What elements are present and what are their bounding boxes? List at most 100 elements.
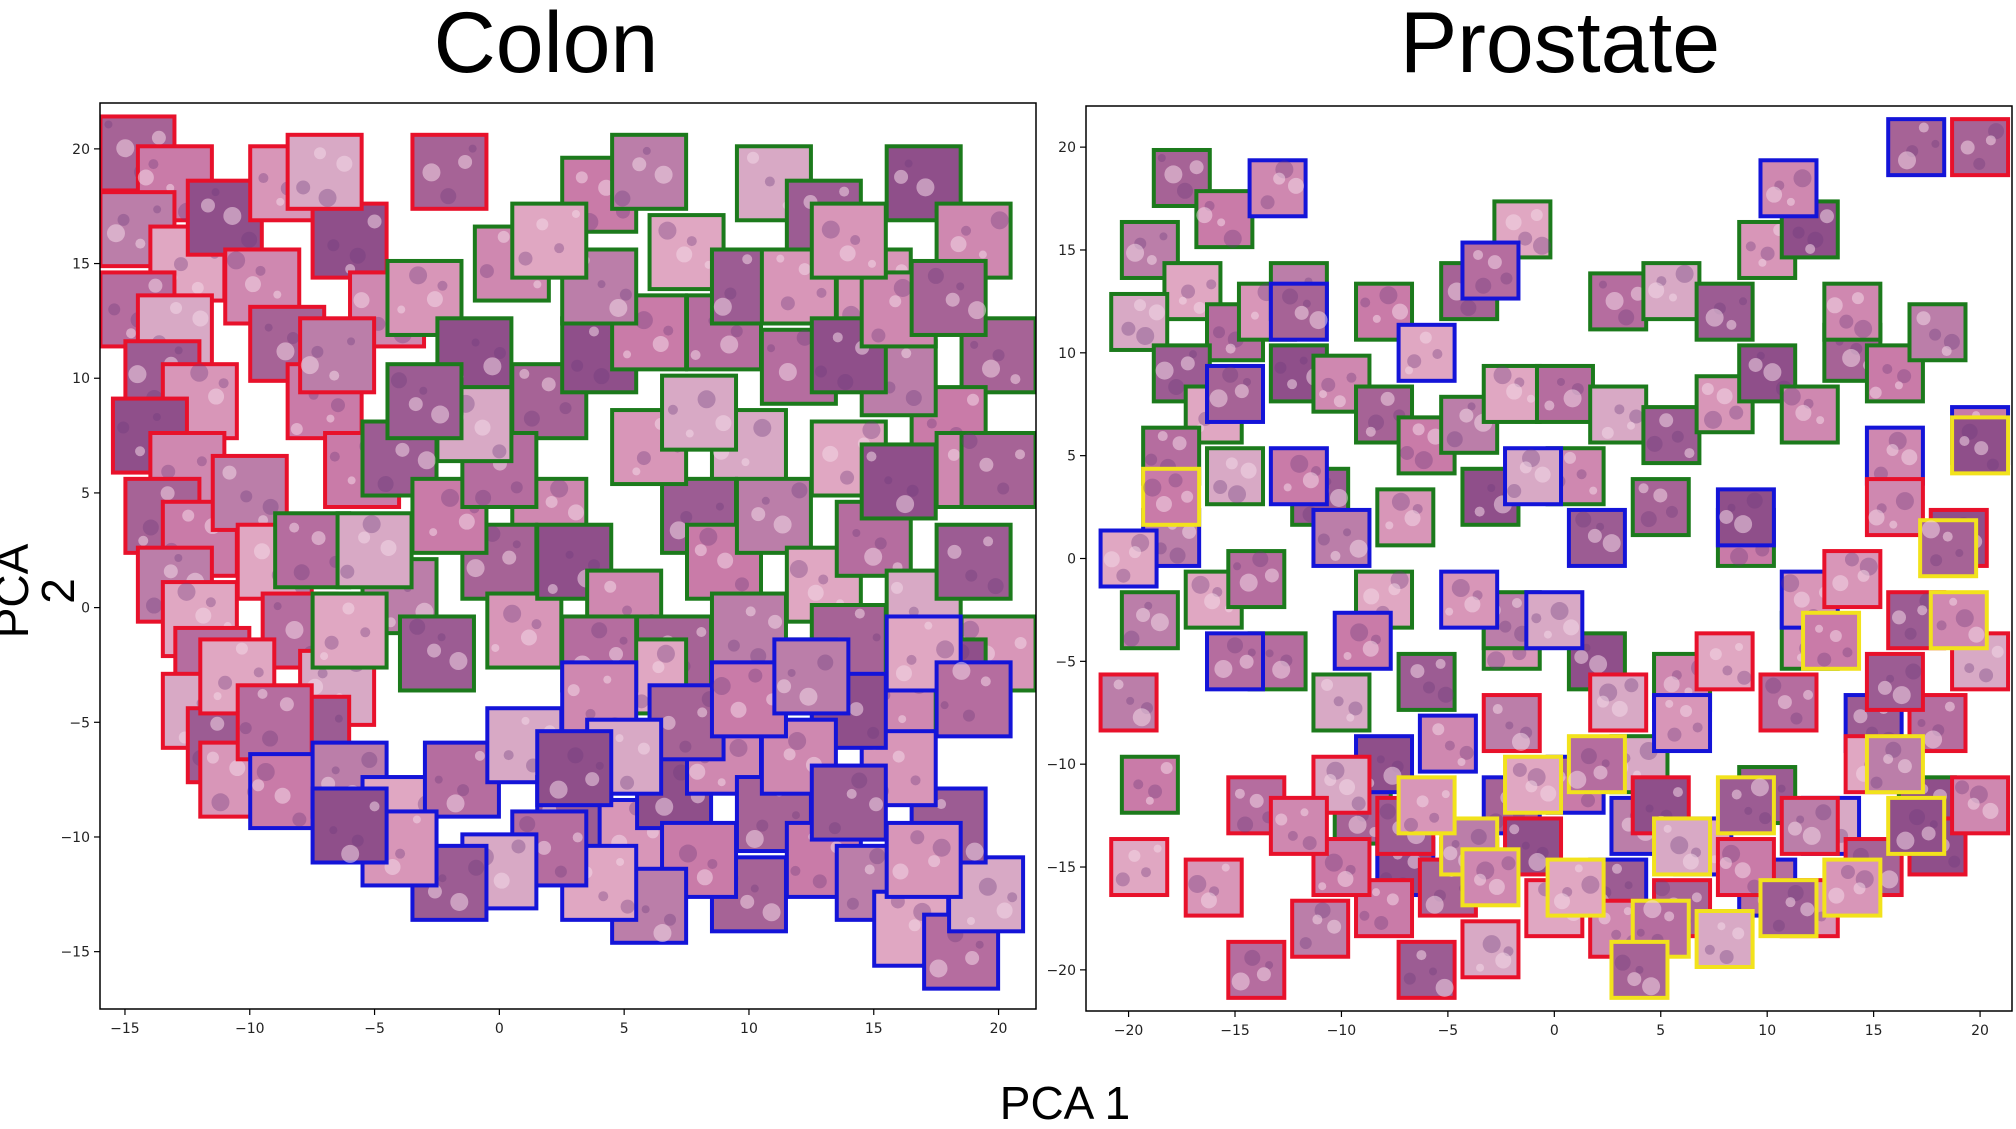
tile-texture [1979, 668, 1994, 683]
tile-texture [135, 238, 146, 249]
tile-texture [1379, 803, 1396, 820]
tile-texture [1936, 620, 1947, 631]
tile-texture [1410, 664, 1425, 679]
tile-texture [828, 822, 841, 835]
tile-texture [117, 421, 130, 434]
tile-blue [1886, 117, 1947, 178]
tile-texture [950, 236, 967, 253]
tile-frame [1141, 466, 1202, 527]
tile-texture [446, 794, 465, 813]
tile-texture [1531, 613, 1542, 624]
tile-texture [1443, 846, 1458, 861]
tile-texture [1670, 836, 1689, 855]
tile-texture [1665, 505, 1678, 518]
tile-texture [846, 897, 859, 910]
tile-texture [211, 188, 220, 197]
tile-texture [458, 513, 475, 530]
tile-texture [1892, 686, 1911, 705]
tile-texture [1343, 528, 1352, 537]
tile-texture [839, 186, 850, 197]
tile-frame [934, 660, 1013, 739]
tile-texture [632, 157, 647, 172]
tile-texture [1414, 451, 1433, 470]
tile-texture [210, 716, 225, 731]
tile-texture [1459, 745, 1474, 760]
tile-texture [1432, 723, 1445, 736]
tile-texture [750, 884, 759, 893]
tile-texture [623, 350, 632, 359]
tile-texture [1250, 311, 1259, 320]
tile-texture [457, 784, 470, 797]
tile-texture [541, 377, 556, 392]
tile-texture [211, 793, 230, 812]
tile-green [510, 201, 589, 280]
tile-texture [192, 310, 209, 327]
tile-green [610, 132, 689, 211]
tile-texture [1014, 637, 1027, 650]
tile-texture [1793, 169, 1812, 188]
tile-texture [1880, 870, 1899, 889]
tile-blue [1439, 569, 1500, 630]
tile-texture [849, 702, 864, 717]
tile-green [385, 362, 464, 441]
tile-texture [1169, 547, 1186, 564]
chart-title-prostate: Prostate [1399, 0, 1721, 91]
tile-texture [1206, 279, 1217, 290]
tile-yellow [1918, 518, 1979, 579]
tile-texture [869, 797, 884, 812]
tile-texture [1435, 978, 1454, 997]
tile-texture [146, 597, 162, 614]
tile-texture [1132, 708, 1151, 727]
tile-texture [1640, 511, 1657, 528]
tile-texture [1155, 361, 1174, 380]
tile-texture [707, 858, 718, 869]
tile-texture [1470, 828, 1487, 845]
tile-texture [1563, 619, 1580, 636]
tile-texture [1329, 488, 1348, 507]
tile-texture [320, 652, 329, 661]
tile-texture [595, 761, 604, 770]
tile-texture [837, 373, 854, 390]
tile-texture [1877, 680, 1892, 695]
tile-texture [285, 620, 304, 639]
tile-frame [1801, 610, 1862, 671]
tile-blue [1311, 507, 1372, 568]
tile-texture [206, 751, 219, 764]
x-tick-label: −5 [1438, 1023, 1459, 1039]
tile-texture [1892, 610, 1907, 625]
tile-texture [1243, 377, 1252, 386]
tile-texture [1178, 296, 1187, 305]
tile-texture [1817, 652, 1832, 667]
tile-texture [1473, 249, 1484, 260]
tile-texture [1360, 297, 1371, 308]
tile-texture [1459, 408, 1474, 423]
tile-texture [1614, 954, 1631, 971]
tile-texture [361, 751, 378, 768]
tile-yellow [1822, 857, 1883, 918]
tile-texture [1346, 372, 1357, 383]
tile-texture [1955, 609, 1974, 628]
tile-texture [1302, 299, 1311, 308]
tile-texture [300, 356, 319, 375]
tile-texture [929, 959, 948, 978]
tile-green [1109, 291, 1170, 352]
tile-texture [174, 553, 183, 562]
tile-texture [572, 832, 583, 843]
tile-texture [653, 924, 672, 943]
tile-texture [1150, 613, 1169, 632]
tile-texture [177, 582, 196, 601]
tile-texture [862, 421, 881, 440]
tile-texture [1126, 243, 1145, 262]
tile-green [1588, 271, 1649, 332]
x-tick-label: 10 [1758, 1023, 1776, 1039]
tile-texture [936, 799, 947, 810]
tile-texture [290, 423, 303, 436]
tile-texture [1239, 654, 1254, 669]
tile-texture [1574, 649, 1589, 664]
tile-red [1779, 795, 1840, 856]
tile-green [1641, 405, 1702, 466]
tile-texture [871, 328, 886, 343]
tile-texture [1128, 849, 1141, 862]
tile-texture [1602, 534, 1621, 553]
tile-texture [1692, 722, 1703, 733]
